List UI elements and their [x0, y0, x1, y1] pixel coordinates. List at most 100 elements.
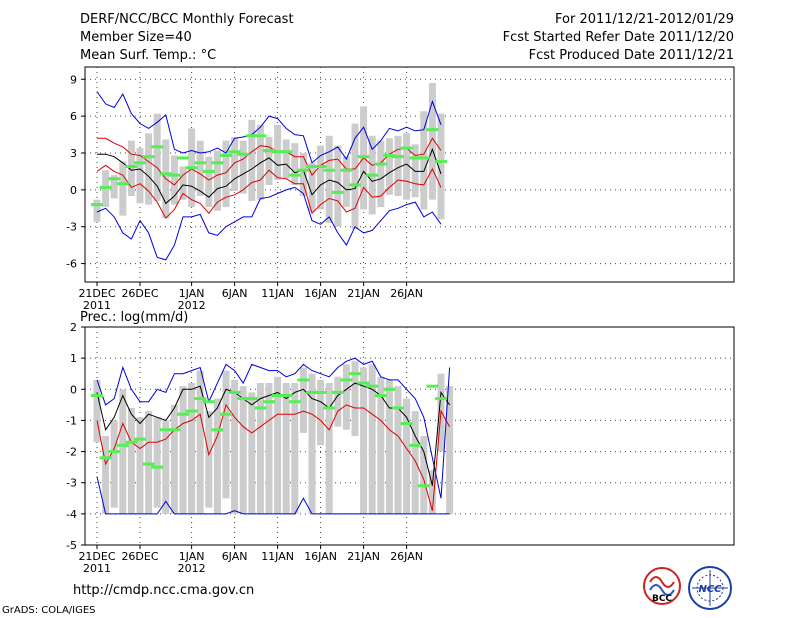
fcst-started: Fcst Started Refer Date 2011/12/20 — [502, 30, 734, 45]
prec-box-37 — [411, 411, 419, 514]
temp-box-18 — [248, 119, 256, 201]
prec-box-30 — [351, 361, 359, 436]
prec-line-min — [96, 476, 450, 515]
prec-line-max — [96, 357, 451, 499]
temp-box-33 — [377, 140, 385, 208]
temp-box-9 — [170, 155, 178, 205]
prec-box-31 — [360, 367, 368, 514]
prec-ytick-label-3: -2 — [66, 446, 77, 459]
prec-box-39 — [428, 470, 436, 514]
temp-box-23 — [291, 143, 299, 185]
prec-box-12 — [196, 370, 204, 514]
prec-box-8 — [162, 420, 170, 514]
footer-url[interactable]: http://cmdp.ncc.cma.gov.cn — [73, 583, 255, 598]
prec-box-4 — [127, 407, 135, 514]
prec-box-29 — [342, 364, 350, 430]
prec-xtick-label-6: 21JAN — [347, 550, 380, 563]
temp-marker-18 — [245, 134, 258, 138]
temp-marker-7 — [151, 145, 164, 149]
prec-marker-2 — [108, 450, 121, 454]
temp-box-0 — [93, 199, 101, 222]
temp-marker-38 — [417, 156, 430, 160]
prec-box-24 — [299, 367, 307, 433]
temp-box-24 — [299, 153, 307, 196]
temp-marker-9 — [168, 173, 181, 177]
temp-xtick-label-1: 26DEC — [121, 287, 158, 300]
temp-line-mean — [97, 147, 442, 205]
temp-box-12 — [196, 140, 204, 196]
prec-marker-30 — [349, 372, 361, 376]
temp-box-39 — [428, 82, 436, 200]
temp-box-30 — [351, 123, 359, 230]
temp-marker-35 — [392, 155, 404, 159]
prec-marker-34 — [383, 387, 396, 391]
temp-box-28 — [334, 145, 342, 227]
prec-marker-17 — [237, 397, 250, 401]
temp-marker-29 — [340, 168, 353, 172]
temp-marker-28 — [331, 190, 344, 194]
grads-credit: GrADS: COLA/IGES — [2, 605, 96, 616]
temp-xtick-label-7: 26JAN — [390, 287, 423, 300]
temp-box-36 — [403, 133, 411, 200]
prec-box-38 — [420, 436, 428, 514]
temp-box-25 — [308, 162, 316, 212]
temp-box-19 — [256, 124, 264, 200]
temp-marker-22 — [280, 150, 293, 154]
temp-marker-14 — [211, 161, 224, 165]
temp-marker-19 — [254, 134, 267, 138]
temp-box-20 — [265, 137, 273, 185]
temp-marker-8 — [159, 172, 172, 176]
prec-marker-37 — [409, 443, 422, 447]
prec-xtick-sublabel-0: 2011 — [83, 562, 111, 575]
prec-line-mean-minus-sd — [96, 403, 451, 511]
temp-box-29 — [342, 156, 350, 208]
prec-box-9 — [170, 404, 178, 514]
temp-box-34 — [385, 138, 393, 195]
prec-xtick-label-3: 6JAN — [222, 550, 248, 563]
prec-box-7 — [153, 417, 161, 508]
prec-box-26 — [317, 379, 325, 446]
prec-marker-21 — [271, 394, 284, 398]
temp-marker-31 — [357, 155, 370, 159]
prec-box-17 — [239, 386, 247, 514]
prec-box-1 — [102, 436, 110, 514]
prec-box-41 — [446, 386, 454, 514]
prec-marker-28 — [331, 390, 344, 394]
prec-marker-29 — [340, 378, 353, 382]
fcst-produced: Fcst Produced Date 2011/12/21 — [528, 48, 734, 63]
prec-marker-5 — [134, 437, 146, 441]
prec-xtick-sublabel-2: 2012 — [178, 562, 206, 575]
chart-title: DERF/NCC/BCC Monthly Forecast — [80, 12, 294, 27]
temp-box-26 — [317, 145, 325, 210]
temp-marker-26 — [314, 165, 327, 169]
prec-ytick-label-4: -1 — [66, 414, 77, 427]
prec-box-33 — [377, 376, 385, 514]
temp-marker-3 — [116, 182, 129, 186]
bcc-logo: BCC — [643, 567, 681, 605]
prec-marker-26 — [314, 390, 327, 394]
temp-ytick-label-4: 6 — [70, 110, 77, 123]
temp-marker-11 — [185, 166, 198, 170]
temp-marker-6 — [142, 155, 155, 159]
bcc-logo-text: BCC — [652, 594, 672, 604]
temp-marker-2 — [108, 177, 121, 181]
temp-marker-1 — [99, 185, 112, 189]
prec-xtick-label-1: 26DEC — [121, 550, 158, 563]
prec-marker-35 — [392, 406, 404, 410]
temp-line-min — [96, 186, 442, 261]
prec-marker-15 — [220, 412, 232, 416]
prec-marker-7 — [151, 465, 164, 469]
prec-box-28 — [334, 376, 342, 427]
prec-xtick-label-5: 16JAN — [304, 550, 337, 563]
temp-marker-17 — [237, 152, 250, 156]
prec-panel-frame — [84, 326, 735, 546]
prec-marker-11 — [185, 409, 198, 413]
temp-ytick-label-0: -6 — [66, 258, 77, 271]
temp-box-6 — [145, 133, 153, 205]
prec-marker-38 — [417, 484, 430, 488]
temp-box-27 — [325, 135, 333, 224]
temp-marker-5 — [134, 161, 146, 165]
prec-marker-25 — [306, 390, 318, 394]
prec-ytick-label-0: -5 — [66, 539, 77, 552]
